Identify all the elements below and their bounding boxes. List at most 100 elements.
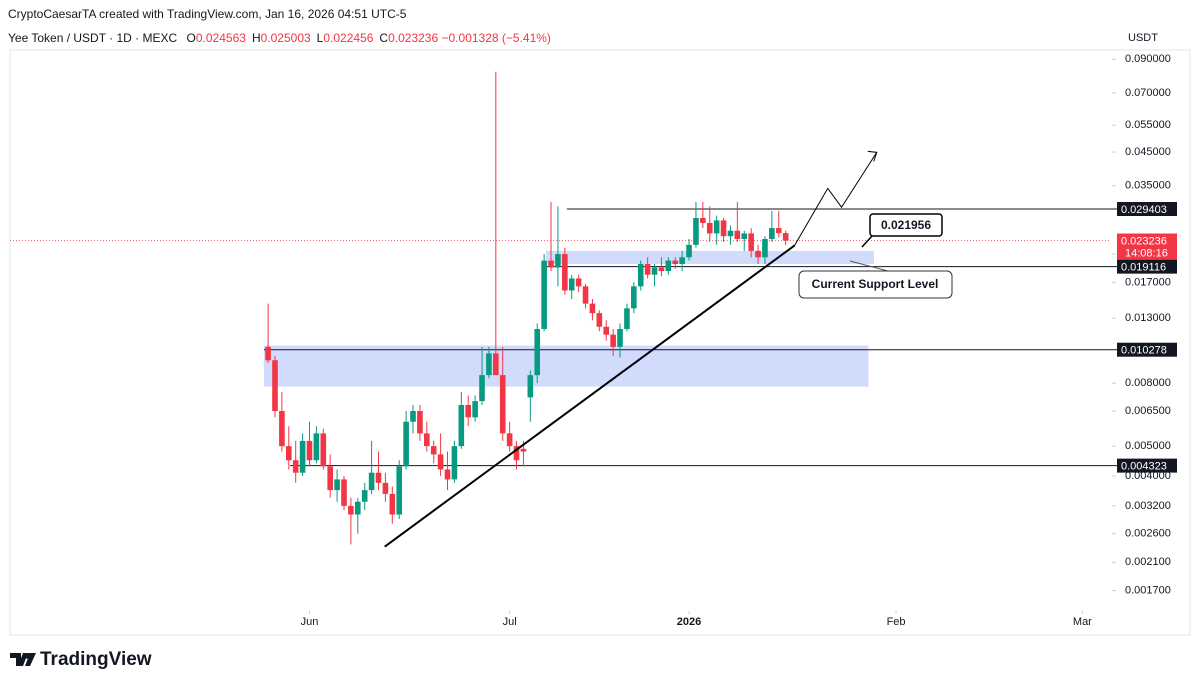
level-label-bg <box>1117 342 1177 357</box>
candle-body <box>672 260 679 264</box>
candle-body <box>424 433 430 447</box>
symbol-legend: Yee Token / USDT · 1D · MEXC O0.024563 H0… <box>8 31 551 45</box>
candle-body <box>651 267 658 275</box>
candle-body <box>368 472 375 491</box>
candle-body <box>748 233 754 251</box>
candle-body <box>582 286 589 304</box>
candle-body <box>617 328 623 347</box>
y-tick-label: 0.055000 <box>1125 119 1171 131</box>
candle-body <box>693 217 699 245</box>
y-tick-label: 0.045000 <box>1125 146 1171 158</box>
candle-body <box>637 263 644 287</box>
candle-body <box>313 433 320 461</box>
level-label-bg <box>1117 458 1177 473</box>
candle-body <box>265 346 271 361</box>
x-tick-label: Jun <box>301 616 319 628</box>
candle-body <box>741 233 748 240</box>
candle-body <box>479 375 485 402</box>
candle-body <box>348 505 354 515</box>
candles <box>265 71 789 545</box>
y-tick-label: 0.004000 <box>1125 470 1171 482</box>
candle-body <box>513 446 520 461</box>
candle-body <box>306 440 313 461</box>
candle-body <box>506 433 513 447</box>
candle-body <box>472 401 478 418</box>
y-tick-label: 0.070000 <box>1125 87 1171 99</box>
callout-text: 0.021956 <box>881 218 931 232</box>
x-tick-label: Mar <box>1073 616 1092 628</box>
candle-body <box>279 411 285 447</box>
footer-logo: TradingView <box>10 649 152 671</box>
last-price-bg <box>1117 233 1177 260</box>
candle-body <box>382 482 389 494</box>
candle-body <box>437 454 444 470</box>
candle-body <box>458 404 465 447</box>
candle-body <box>720 220 727 237</box>
candle-body <box>430 446 437 455</box>
candle-body <box>285 446 292 461</box>
attribution: CryptoCaesarTA created with TradingView.… <box>8 7 407 21</box>
candle-body <box>465 404 472 418</box>
candle-body <box>562 254 568 291</box>
candle-body <box>361 490 368 502</box>
callout-pointer <box>861 235 873 248</box>
ohlc-value: 0.023236 <box>388 31 439 45</box>
candle-body <box>486 353 492 376</box>
ohlc-key: O <box>186 31 196 45</box>
candle-body <box>355 501 361 515</box>
candle-body <box>272 360 278 412</box>
candle-body <box>299 440 306 473</box>
candle-body <box>596 313 603 327</box>
y-tick-label: 0.002600 <box>1125 528 1171 540</box>
candle-body <box>444 469 451 480</box>
candle-body <box>375 472 382 483</box>
zone <box>263 345 869 387</box>
ohlc-value: 0.022456 <box>323 31 374 45</box>
symbol: Yee Token / USDT · 1D · MEXC <box>8 31 178 45</box>
zone <box>546 250 874 264</box>
candle-body <box>568 278 575 291</box>
candle-body <box>389 493 396 515</box>
candle-body <box>782 233 789 241</box>
level-label-bg <box>1117 259 1177 274</box>
level-label: 0.010278 <box>1121 345 1167 357</box>
y-tick-label: 0.001700 <box>1125 584 1171 596</box>
candle-body <box>603 326 610 335</box>
ohlc: O0.024563 H0.025003 L0.022456 C0.023236 <box>181 31 439 45</box>
candle-body <box>700 217 706 223</box>
candle-body <box>555 254 561 268</box>
y-tick-label: 0.008000 <box>1125 377 1171 389</box>
ohlc-value: 0.025003 <box>260 31 311 45</box>
candle-body <box>417 411 423 434</box>
logo-icon <box>10 653 36 666</box>
countdown: 14:08:16 <box>1125 247 1168 259</box>
candle-body <box>665 260 672 272</box>
candle-body <box>734 230 741 240</box>
candle-body <box>713 220 720 234</box>
candle-body <box>658 267 665 272</box>
candle-body <box>755 250 761 258</box>
candle-body <box>499 375 506 434</box>
x-tick-label: Feb <box>887 616 906 628</box>
frame <box>9 49 1191 636</box>
ohlc-key: H <box>251 31 261 45</box>
candle-body <box>334 479 340 491</box>
logo-text: TradingView <box>40 649 152 670</box>
candle-body <box>762 239 768 258</box>
ohlc-value: 0.024563 <box>195 31 246 45</box>
change: −0.001328 (−5.41%) <box>441 31 551 45</box>
callout-text: Current Support Level <box>812 277 939 291</box>
candle-body <box>493 353 499 376</box>
level-label: 0.019116 <box>1121 262 1166 274</box>
candle-body <box>686 244 692 258</box>
y-tick-label: 0.035000 <box>1125 180 1171 192</box>
level-label: 0.004323 <box>1121 461 1167 473</box>
candle-body <box>541 260 547 329</box>
ohlc-key: C <box>379 31 389 45</box>
x-tick-label: 2026 <box>677 616 701 628</box>
candle-body <box>320 433 327 467</box>
y-tick-label: 0.017000 <box>1125 276 1171 288</box>
y-tick-label: 0.003200 <box>1125 500 1171 512</box>
level-label-bg <box>1117 202 1177 217</box>
